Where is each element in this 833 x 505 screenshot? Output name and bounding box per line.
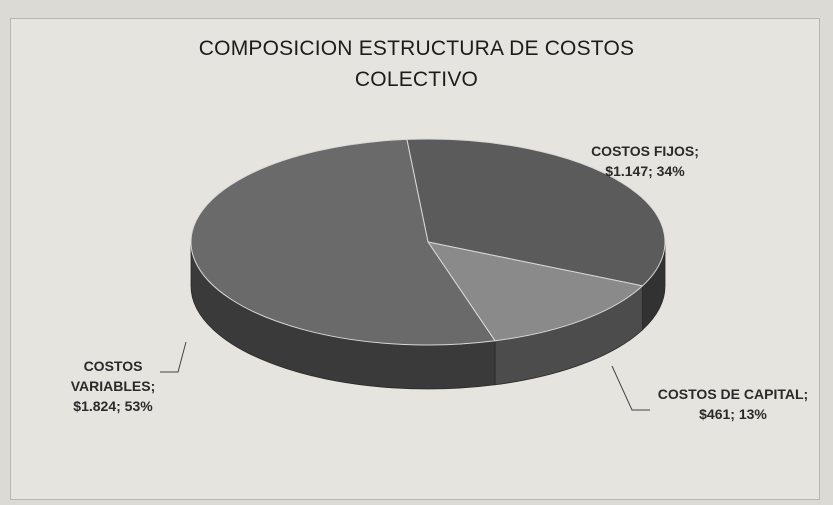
pie-slice-costos-variables [190,138,496,346]
label-costos-variables-line-3: $1.824; 53% [73,398,153,414]
label-costos-variables: COSTOS VARIABLES; $1.824; 53% [48,356,178,416]
leader-line-costos-capital [611,365,650,411]
leader-line-costos-variables [160,341,187,373]
label-costos-fijos-line-1: COSTOS FIJOS; [591,143,699,159]
label-costos-capital: COSTOS DE CAPITAL; $461; 13% [648,384,818,424]
chart-title-line-1: COMPOSICION ESTRUCTURA DE COSTOS [198,37,635,60]
pie-slice-costos-fijos [406,138,666,287]
pie-slice-costos-capital [426,241,644,342]
chart-title-line-2: COLECTIVO [354,68,479,91]
pie-top-faces [190,138,666,346]
label-costos-capital-line-2: $461; 13% [699,406,767,422]
label-costos-fijos: COSTOS FIJOS; $1.147; 34% [590,141,700,181]
label-costos-variables-line-1: COSTOS [83,358,143,374]
label-costos-variables-line-2: VARIABLES; [70,378,156,394]
label-costos-capital-line-1: COSTOS DE CAPITAL; [657,386,809,402]
label-leader-lines [160,341,650,411]
label-costos-fijos-line-2: $1.147; 34% [605,163,685,179]
